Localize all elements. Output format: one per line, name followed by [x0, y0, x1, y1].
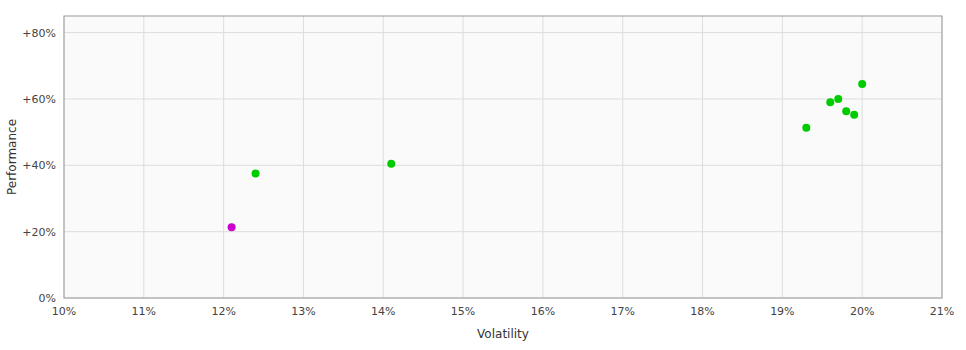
x-grid-line [622, 16, 623, 298]
scatter-point [387, 160, 395, 168]
x-grid-line [143, 16, 144, 298]
x-grid-line [702, 16, 703, 298]
x-tick-label: 15% [451, 305, 475, 318]
x-grid-line [383, 16, 384, 298]
plot-frame [64, 16, 942, 298]
scatter-point [858, 80, 866, 88]
plot-background [64, 16, 942, 298]
y-tick-label: +80% [22, 27, 56, 40]
scatter-point [842, 107, 850, 115]
y-grid-line [64, 165, 942, 166]
x-tick-label: 16% [531, 305, 555, 318]
x-tick-label: 10% [52, 305, 76, 318]
y-grid-line [64, 32, 942, 33]
scatter-point [826, 98, 834, 106]
y-tick-label: +20% [22, 226, 56, 239]
x-tick-label: 14% [371, 305, 395, 318]
x-tick-label: 21% [930, 305, 954, 318]
x-grid-line [862, 16, 863, 298]
scatter-point [252, 170, 260, 178]
x-tick-label: 19% [770, 305, 794, 318]
chart: 10% 11% 12% 13% 14% 15% 16% 17% 18% 19% 20% 21% 0% +2… [0, 0, 966, 350]
x-tick-label: 11% [132, 305, 156, 318]
grid [64, 16, 942, 298]
scatter-point [850, 111, 858, 119]
x-grid-line [463, 16, 464, 298]
x-tick-label: 12% [211, 305, 235, 318]
x-tick-label: 20% [850, 305, 874, 318]
x-axis-label: Volatility [477, 327, 529, 341]
x-grid-line [542, 16, 543, 298]
points [228, 80, 867, 231]
tick-labels: 10% 11% 12% 13% 14% 15% 16% 17% 18% 19% 20% 21% 0% +2… [22, 27, 954, 318]
x-tick-label: 17% [611, 305, 635, 318]
y-tick-label: 0% [39, 292, 56, 305]
x-grid-line [223, 16, 224, 298]
y-grid-line [64, 231, 942, 232]
x-tick-label: 13% [291, 305, 315, 318]
x-tick-label: 18% [690, 305, 714, 318]
scatter-point [834, 95, 842, 103]
scatter-point [802, 124, 810, 132]
y-axis-label: Performance [5, 119, 19, 195]
y-tick-label: +60% [22, 93, 56, 106]
scatter-point [228, 223, 236, 231]
x-grid-line [303, 16, 304, 298]
y-tick-label: +40% [22, 159, 56, 172]
x-grid-line [782, 16, 783, 298]
y-grid-line [64, 98, 942, 99]
